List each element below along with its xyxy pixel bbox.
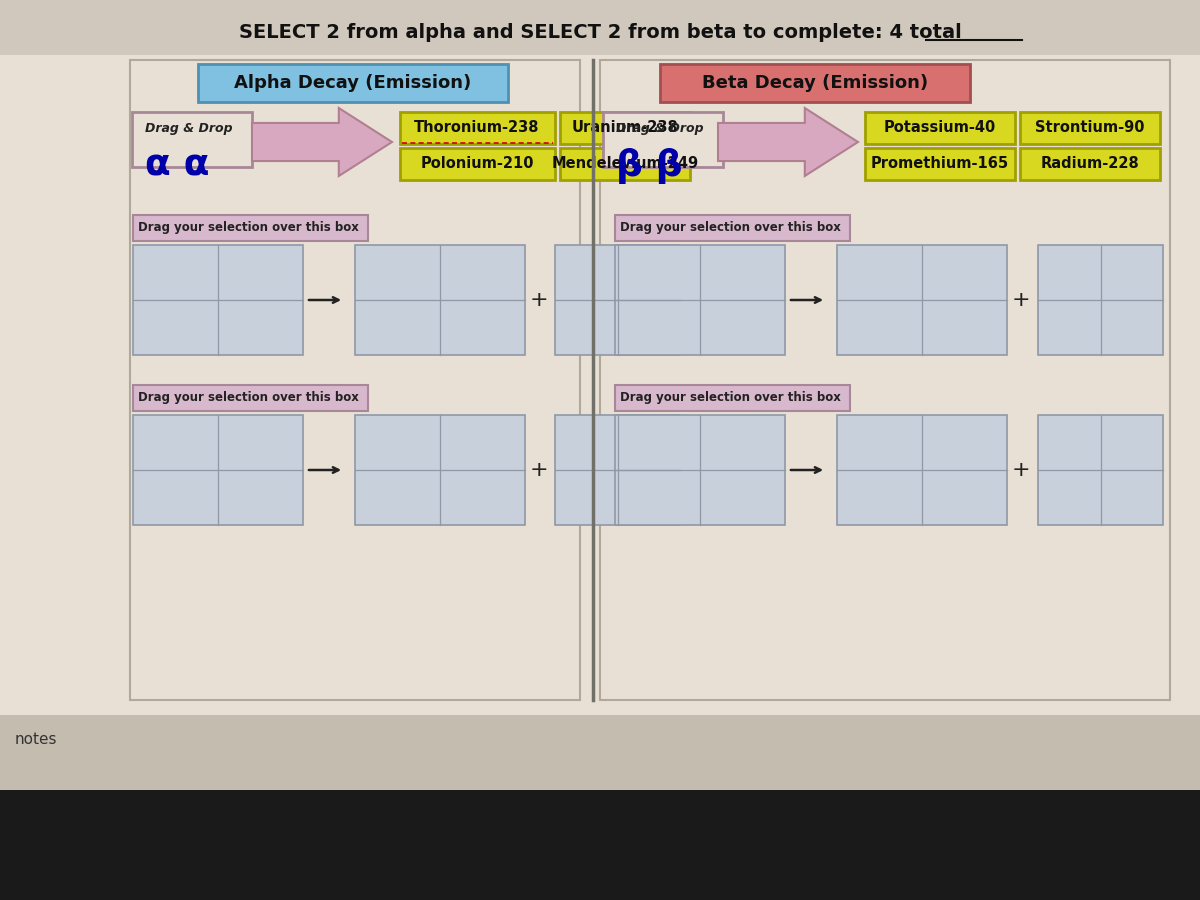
Text: SELECT 2 from alpha and SELECT 2 from beta to complete: 4 total: SELECT 2 from alpha and SELECT 2 from be… [239,22,961,41]
Bar [133,245,302,355]
Bar [133,215,368,241]
Bar [400,112,554,144]
Text: Strontium-90: Strontium-90 [1036,121,1145,136]
Bar [130,60,580,700]
Polygon shape [718,108,858,176]
Bar [865,148,1015,180]
Bar [554,245,680,355]
Text: β β: β β [616,148,683,184]
Bar [0,55,1200,715]
Text: Alpha Decay (Emission): Alpha Decay (Emission) [234,74,472,92]
Bar [133,385,368,411]
Text: Drag your selection over this box: Drag your selection over this box [620,392,841,404]
Bar [400,148,554,180]
Text: Drag & Drop: Drag & Drop [616,122,703,135]
Text: +: + [1012,290,1031,310]
Bar [600,60,1170,700]
Text: Mendelevium-249: Mendelevium-249 [552,157,698,172]
Text: Drag & Drop: Drag & Drop [145,122,233,135]
Text: +: + [1012,460,1031,480]
Bar [355,415,526,525]
Bar [0,715,1200,790]
Text: Drag your selection over this box: Drag your selection over this box [138,221,359,235]
Bar [554,415,680,525]
Text: Promethium-165: Promethium-165 [871,157,1009,172]
Bar [616,415,785,525]
Text: +: + [529,460,548,480]
Bar [1020,112,1160,144]
Bar [133,415,302,525]
Text: Radium-228: Radium-228 [1040,157,1139,172]
Bar [1020,148,1160,180]
Bar [865,112,1015,144]
Polygon shape [252,108,392,176]
Text: Drag your selection over this box: Drag your selection over this box [138,392,359,404]
Text: Uranium-238: Uranium-238 [571,121,678,136]
Bar [660,64,970,102]
Bar [616,245,785,355]
Bar [1038,415,1163,525]
Text: Beta Decay (Emission): Beta Decay (Emission) [702,74,928,92]
Bar [604,112,722,167]
Text: notes: notes [14,733,58,748]
Bar [560,112,690,144]
Bar [132,112,252,167]
Bar [838,415,1007,525]
Bar [198,64,508,102]
Bar [616,385,850,411]
Bar [616,215,850,241]
Text: α α: α α [145,148,210,184]
Text: Drag your selection over this box: Drag your selection over this box [620,221,841,235]
Bar [355,245,526,355]
Text: Polonium-210: Polonium-210 [420,157,534,172]
Text: +: + [529,290,548,310]
Bar [838,245,1007,355]
Bar [0,0,1200,55]
Bar [1038,245,1163,355]
Text: Thoronium-238: Thoronium-238 [414,121,540,136]
Text: Potassium-40: Potassium-40 [884,121,996,136]
Bar [0,790,1200,900]
Bar [560,148,690,180]
